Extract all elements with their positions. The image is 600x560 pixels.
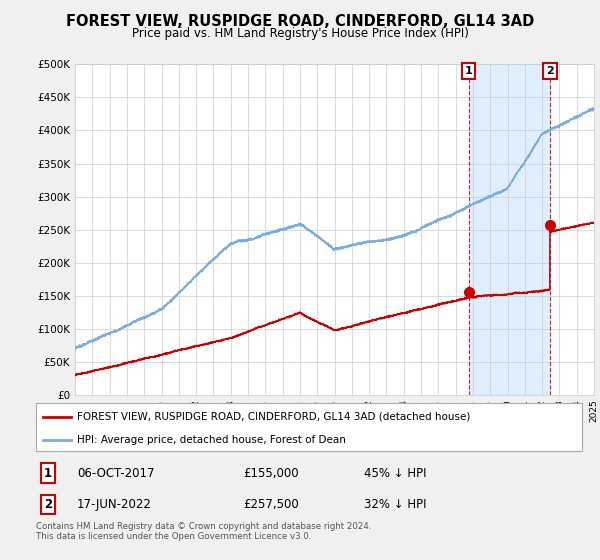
Text: FOREST VIEW, RUSPIDGE ROAD, CINDERFORD, GL14 3AD: FOREST VIEW, RUSPIDGE ROAD, CINDERFORD, … bbox=[66, 14, 534, 29]
Text: 1: 1 bbox=[44, 466, 52, 479]
Text: 2: 2 bbox=[546, 66, 554, 76]
Text: £257,500: £257,500 bbox=[244, 498, 299, 511]
Text: 17-JUN-2022: 17-JUN-2022 bbox=[77, 498, 152, 511]
Text: HPI: Average price, detached house, Forest of Dean: HPI: Average price, detached house, Fore… bbox=[77, 435, 346, 445]
Text: Price paid vs. HM Land Registry's House Price Index (HPI): Price paid vs. HM Land Registry's House … bbox=[131, 27, 469, 40]
Text: FOREST VIEW, RUSPIDGE ROAD, CINDERFORD, GL14 3AD (detached house): FOREST VIEW, RUSPIDGE ROAD, CINDERFORD, … bbox=[77, 412, 470, 422]
Text: Contains HM Land Registry data © Crown copyright and database right 2024.
This d: Contains HM Land Registry data © Crown c… bbox=[36, 522, 371, 542]
Text: 32% ↓ HPI: 32% ↓ HPI bbox=[364, 498, 426, 511]
Text: 1: 1 bbox=[465, 66, 472, 76]
Bar bbox=[469, 64, 550, 395]
Text: £155,000: £155,000 bbox=[244, 466, 299, 479]
Text: 45% ↓ HPI: 45% ↓ HPI bbox=[364, 466, 426, 479]
Text: 2: 2 bbox=[44, 498, 52, 511]
Text: 06-OCT-2017: 06-OCT-2017 bbox=[77, 466, 154, 479]
